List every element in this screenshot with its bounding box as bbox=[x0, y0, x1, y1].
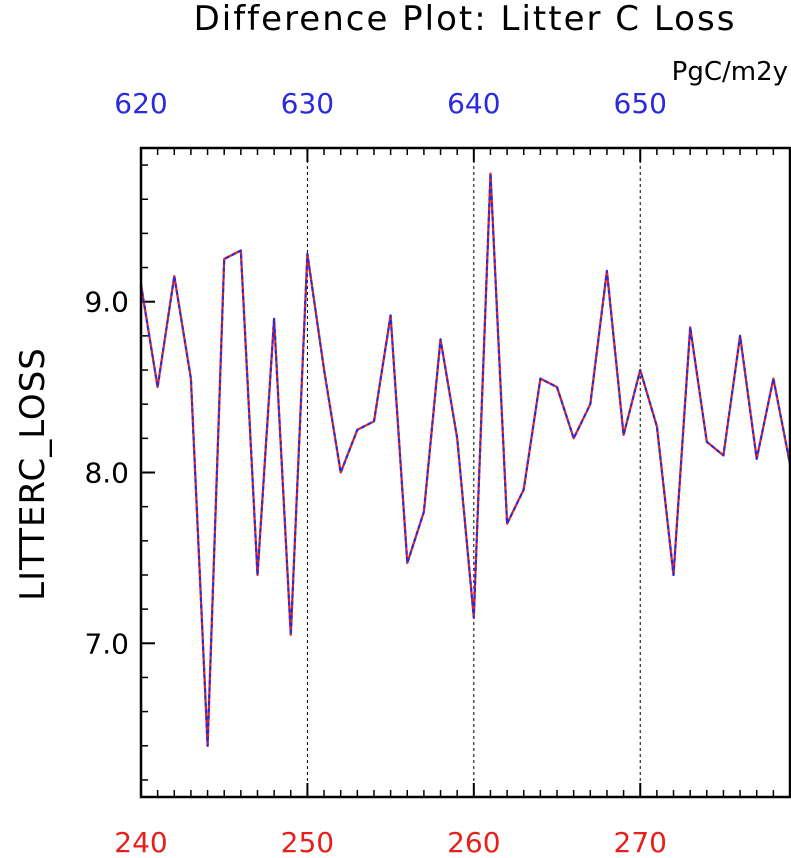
y-tick-label: 8.0 bbox=[84, 457, 129, 490]
grid-lines bbox=[306, 148, 641, 797]
units-label: PgC/m2y bbox=[672, 57, 788, 87]
x-tick-label-bottom: 260 bbox=[447, 826, 500, 858]
x-tick-label-top: 640 bbox=[447, 87, 500, 120]
x-tick-label-bottom: 250 bbox=[281, 826, 334, 858]
series-line-red bbox=[139, 172, 791, 747]
x-tick-labels-bottom: 240 250 260 270 bbox=[114, 826, 667, 858]
x-tick-label-top: 650 bbox=[614, 87, 667, 120]
x-tick-labels-top: 620 630 640 650 bbox=[114, 87, 667, 120]
y-tick-label: 7.0 bbox=[84, 627, 129, 660]
y-tick-labels: 7.0 8.0 9.0 bbox=[84, 286, 129, 661]
x-tick-label-top: 620 bbox=[114, 87, 167, 120]
series-line-blue bbox=[139, 172, 791, 747]
x-tick-label-bottom: 270 bbox=[614, 826, 667, 858]
x-tick-label-bottom: 240 bbox=[114, 826, 167, 858]
y-tick-label: 9.0 bbox=[84, 286, 129, 319]
y-axis-label: LITTERC_LOSS bbox=[13, 347, 53, 601]
axis-ticks bbox=[140, 148, 791, 797]
chart-title: Difference Plot: Litter C Loss bbox=[194, 0, 737, 39]
series-lines bbox=[139, 172, 791, 747]
plot-frame bbox=[139, 146, 791, 799]
x-tick-label-top: 630 bbox=[281, 87, 334, 120]
